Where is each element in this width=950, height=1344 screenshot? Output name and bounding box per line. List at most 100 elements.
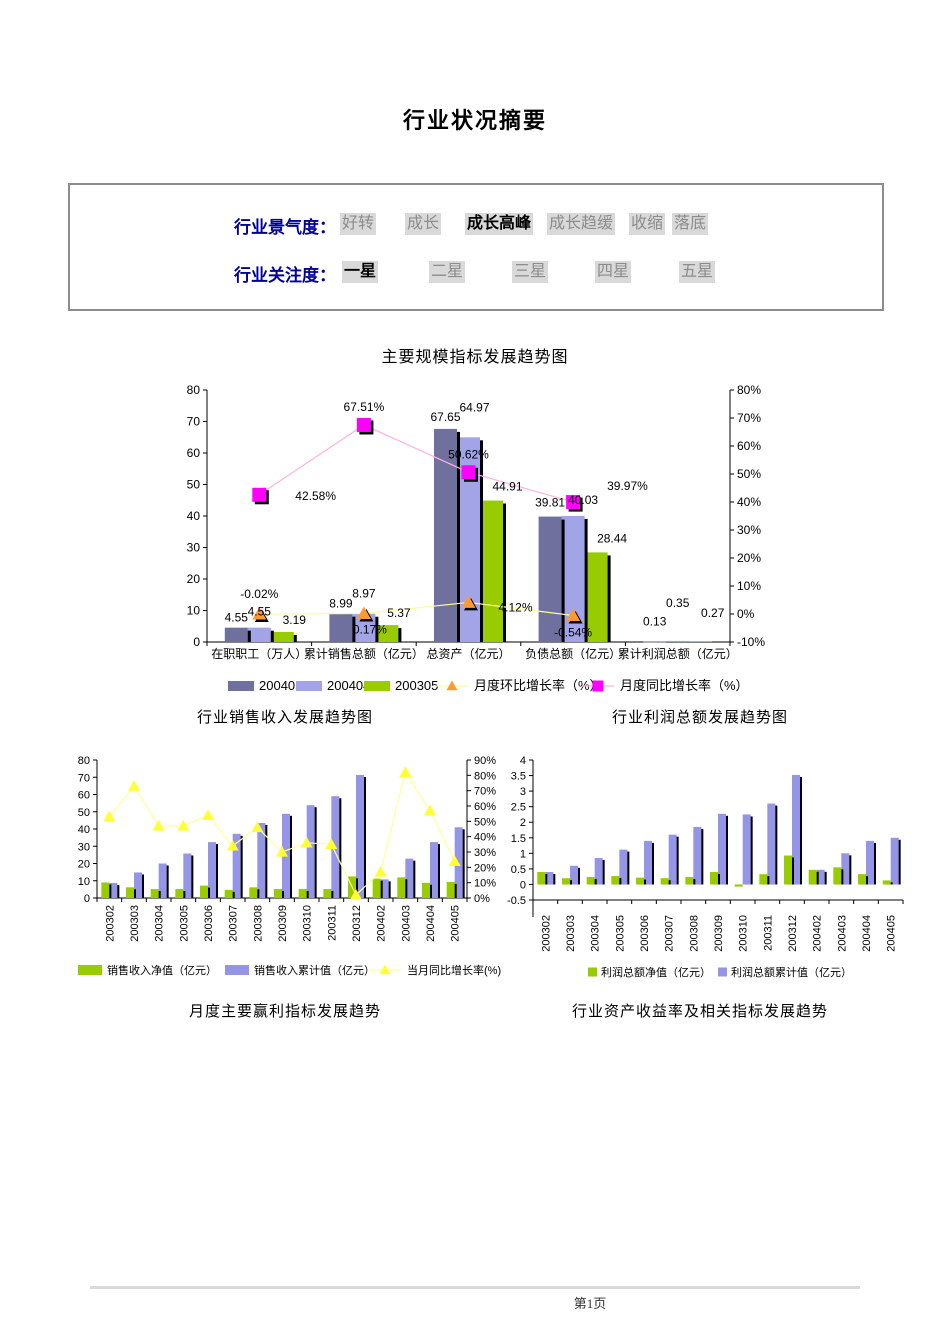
- svg-text:0.35: 0.35: [666, 596, 690, 610]
- svg-text:70%: 70%: [737, 411, 761, 425]
- svg-text:80: 80: [78, 755, 90, 767]
- svg-text:50%: 50%: [737, 467, 761, 481]
- svg-text:4.55: 4.55: [248, 605, 272, 619]
- svg-text:90%: 90%: [474, 755, 496, 767]
- page-number: 第1页: [573, 1296, 607, 1311]
- svg-text:200304: 200304: [590, 915, 602, 952]
- svg-text:60%: 60%: [737, 439, 761, 453]
- svg-text:200302: 200302: [540, 915, 552, 952]
- bottom-right-section-title: 行业资产收益率及相关指标发展趋势: [571, 1004, 828, 1020]
- svg-text:200308: 200308: [688, 915, 700, 952]
- svg-text:200311: 200311: [326, 905, 338, 941]
- svg-text:80%: 80%: [737, 383, 761, 397]
- svg-text:50: 50: [187, 478, 201, 492]
- svg-text:200307: 200307: [228, 905, 240, 942]
- prosperity-row: 行业景气度： 好转 成长 成长高峰 成长趋缓 收缩 落底: [70, 213, 882, 241]
- svg-text:50%: 50%: [474, 816, 496, 828]
- svg-text:200306: 200306: [203, 905, 215, 942]
- attention-label: 行业关注度：: [234, 266, 336, 285]
- svg-text:200403: 200403: [400, 905, 412, 942]
- svg-text:10: 10: [78, 876, 90, 888]
- svg-text:销售收入累计值（亿元）: 销售收入累计值（亿元）: [254, 963, 375, 977]
- svg-text:200309: 200309: [277, 905, 289, 942]
- svg-text:负债总额（亿元）: 负债总额（亿元）: [525, 646, 621, 661]
- svg-text:2: 2: [520, 817, 526, 829]
- svg-text:40: 40: [187, 509, 201, 523]
- svg-text:70: 70: [187, 415, 201, 429]
- svg-text:80%: 80%: [474, 770, 496, 782]
- svg-text:1: 1: [520, 848, 526, 860]
- box-option: 二星: [429, 261, 466, 283]
- box-option: 成长趋缓: [547, 213, 616, 235]
- svg-text:0%: 0%: [474, 893, 490, 905]
- svg-text:200302: 200302: [104, 905, 116, 942]
- svg-text:200405: 200405: [259, 678, 302, 693]
- prosperity-label: 行业景气度：: [234, 218, 336, 237]
- box-option: 五星: [679, 261, 716, 283]
- svg-text:70%: 70%: [474, 786, 496, 798]
- svg-text:30: 30: [78, 841, 90, 853]
- page-title: 行业状况摘要: [402, 108, 547, 133]
- svg-text:3.19: 3.19: [283, 613, 307, 627]
- main-chart-title: 主要规模指标发展趋势图: [381, 349, 569, 366]
- svg-text:3: 3: [520, 786, 526, 798]
- svg-text:200308: 200308: [252, 905, 264, 942]
- svg-text:200306: 200306: [639, 915, 651, 952]
- attention-row: 行业关注度： 一星 二星 三星 四星 五星: [70, 261, 882, 289]
- svg-text:200307: 200307: [664, 915, 676, 952]
- svg-text:200303: 200303: [565, 915, 577, 952]
- box-option: 成长高峰: [465, 213, 534, 235]
- svg-text:67.51%: 67.51%: [344, 400, 385, 414]
- svg-text:30%: 30%: [737, 523, 761, 537]
- sales-chart: 0 10 20 30 40 50 60 70 80 0% 10% 20% 30% 40% 50% 60% 70%…: [78, 755, 501, 977]
- svg-text:200404: 200404: [425, 905, 437, 942]
- svg-text:-0.5: -0.5: [507, 895, 526, 907]
- svg-text:-10%: -10%: [737, 635, 765, 649]
- svg-text:39.81: 39.81: [535, 496, 565, 510]
- svg-text:200305: 200305: [395, 678, 438, 693]
- svg-text:40: 40: [78, 824, 90, 836]
- svg-text:8.97: 8.97: [352, 587, 376, 601]
- svg-text:0.5: 0.5: [511, 864, 526, 876]
- svg-text:0.17%: 0.17%: [353, 623, 387, 637]
- svg-text:20: 20: [187, 572, 201, 586]
- svg-text:销售收入净值（亿元）: 销售收入净值（亿元）: [107, 963, 217, 977]
- box-option: 好转: [340, 213, 377, 235]
- main-chart: 0 10 20 30 40 50 60 70 80 -10% 0% 10% 20% 30% 40% 50% 60…: [187, 383, 766, 693]
- svg-text:80: 80: [187, 383, 201, 397]
- box-option: 三星: [512, 261, 549, 283]
- svg-text:50.62%: 50.62%: [448, 447, 489, 461]
- svg-text:0.27: 0.27: [701, 606, 725, 620]
- svg-text:40.03: 40.03: [568, 493, 598, 507]
- svg-text:2.5: 2.5: [511, 802, 526, 814]
- profit-chart-title: 行业利润总额发展趋势图: [611, 710, 788, 726]
- svg-text:30: 30: [187, 541, 201, 555]
- svg-text:1.5: 1.5: [511, 833, 526, 845]
- svg-text:42.58%: 42.58%: [295, 489, 336, 503]
- svg-text:200405: 200405: [450, 905, 462, 942]
- svg-text:-0.54%: -0.54%: [554, 626, 592, 640]
- svg-text:月度同比增长率（%）: 月度同比增长率（%）: [620, 678, 749, 693]
- svg-text:200403: 200403: [836, 915, 848, 952]
- profit-chart: -0.5 0 0.5 1 1.5 2 2.5 3 3.5 4 200302 200303 200304 2…: [507, 755, 904, 979]
- svg-text:67.65: 67.65: [430, 410, 460, 424]
- svg-text:200404: 200404: [327, 678, 370, 693]
- svg-text:利润总额累计值（亿元）: 利润总额累计值（亿元）: [731, 965, 852, 979]
- svg-text:40%: 40%: [737, 495, 761, 509]
- svg-text:30%: 30%: [474, 847, 496, 859]
- svg-text:10%: 10%: [737, 579, 761, 593]
- svg-text:20%: 20%: [474, 862, 496, 874]
- svg-text:200404: 200404: [861, 915, 873, 952]
- footer-divider: [90, 1286, 860, 1289]
- box-option: 一星: [342, 261, 379, 283]
- svg-text:10%: 10%: [474, 878, 496, 890]
- svg-text:累计销售总额（亿元）: 累计销售总额（亿元）: [304, 646, 424, 661]
- svg-text:累计利润总额（亿元）: 累计利润总额（亿元）: [618, 646, 738, 661]
- svg-text:4: 4: [520, 755, 526, 767]
- svg-text:4.12%: 4.12%: [499, 600, 533, 614]
- svg-text:0: 0: [520, 879, 526, 891]
- svg-text:50: 50: [78, 807, 90, 819]
- svg-text:200305: 200305: [614, 915, 626, 952]
- svg-text:39.97%: 39.97%: [607, 479, 648, 493]
- svg-text:0%: 0%: [737, 607, 755, 621]
